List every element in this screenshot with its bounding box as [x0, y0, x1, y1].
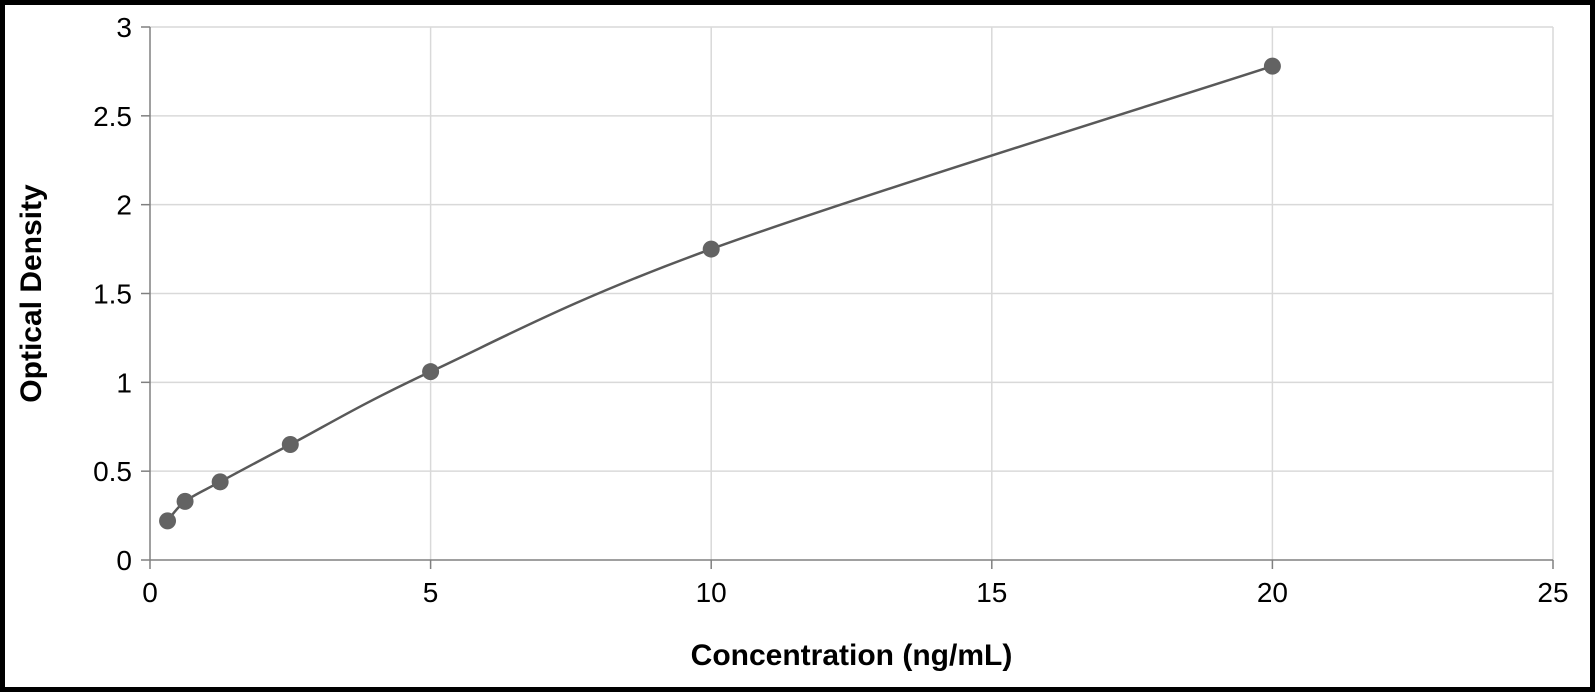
x-tick-label: 20	[1257, 577, 1288, 608]
data-marker	[177, 493, 194, 510]
y-tick-label: 0.5	[93, 456, 132, 487]
x-tick-label: 5	[423, 577, 439, 608]
x-tick-label: 10	[696, 577, 727, 608]
data-marker	[1264, 58, 1281, 75]
y-tick-label: 3	[116, 12, 132, 43]
data-marker	[159, 512, 176, 529]
y-tick-label: 0	[116, 545, 132, 576]
x-tick-label: 15	[976, 577, 1007, 608]
x-tick-label: 0	[142, 577, 158, 608]
x-axis-label: Concentration (ng/mL)	[691, 639, 1013, 672]
data-marker	[422, 363, 439, 380]
y-tick-label: 1.5	[93, 279, 132, 310]
data-marker	[282, 436, 299, 453]
y-tick-label: 2.5	[93, 101, 132, 132]
chart-frame: 0 5 10 15 20 25 0 0.5 1 1.5 2 2.5 3 Concentration (ng…	[0, 0, 1595, 692]
data-marker	[703, 241, 720, 258]
optical-density-chart: 0 5 10 15 20 25 0 0.5 1 1.5 2 2.5 3 Concentration (ng…	[5, 5, 1590, 687]
y-axis-label: Optical Density	[15, 184, 48, 403]
data-marker	[212, 473, 229, 490]
x-tick-label: 25	[1537, 577, 1568, 608]
y-tick-label: 1	[116, 367, 132, 398]
y-tick-label: 2	[116, 190, 132, 221]
